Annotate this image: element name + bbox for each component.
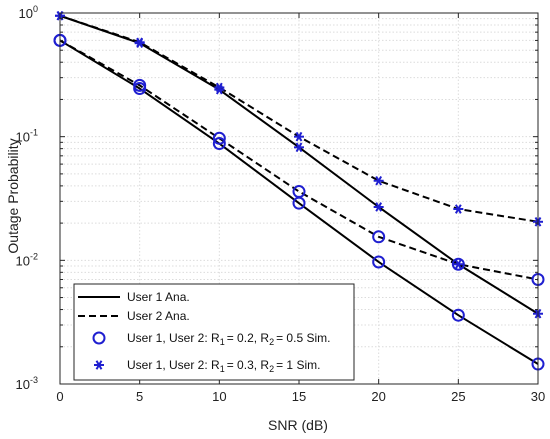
sim-asterisk-marker	[373, 175, 384, 186]
legend-circle-label: User 1, User 2: R1 = 0.2, R2 = 0.5 Sim.	[127, 331, 330, 347]
curve-user2-r1-0.2	[59, 39, 539, 281]
legend-solid-label: User 1 Ana.	[127, 290, 190, 304]
curve-user1-r1-0.2	[59, 39, 539, 365]
sim-asterisk-marker	[294, 131, 304, 142]
legend-box	[73, 283, 355, 381]
sim-asterisk-marker	[134, 37, 145, 48]
y-tick-label: 10-1	[16, 128, 38, 145]
sim-asterisk-marker	[453, 204, 464, 214]
x-tick-label: 0	[56, 389, 63, 404]
sim-circle-marker	[212, 131, 226, 145]
y-tick-label: 100	[19, 4, 38, 21]
sim-circle-marker	[372, 255, 386, 269]
sim-circle-marker	[212, 137, 226, 151]
legend-asterisk-label: User 1, User 2: R1 = 0.3, R2 = 1 Sim.	[127, 358, 320, 374]
sim-asterisk-marker	[294, 142, 304, 153]
sim-circle-marker	[133, 78, 147, 92]
sim-circle-marker	[292, 185, 306, 199]
y-axis-label: Outage Probability	[5, 138, 21, 253]
x-tick-label: 25	[451, 389, 465, 404]
legend-dashed-label: User 2 Ana.	[127, 309, 190, 323]
legend-asterisk-marker	[94, 360, 104, 370]
x-tick-label: 10	[212, 389, 226, 404]
x-tick-label: 5	[136, 389, 143, 404]
x-tick-label: 15	[292, 389, 306, 404]
sim-asterisk-marker	[373, 202, 384, 212]
sim-asterisk-marker	[453, 259, 464, 270]
legend-circle-marker	[92, 331, 106, 345]
y-tick-label: 10-2	[16, 251, 38, 268]
sim-asterisk-marker	[214, 82, 225, 93]
x-tick-label: 30	[531, 389, 545, 404]
sim-circle-marker	[372, 230, 386, 244]
y-tick-label: 10-3	[16, 375, 38, 392]
legend: User 1 Ana. User 2 Ana. User 1, User 2: …	[73, 283, 355, 381]
sim-circle-marker	[451, 308, 465, 322]
x-axis-label: SNR (dB)	[268, 417, 328, 433]
axis-ticks: 0 5 10 15 20 25 30 100 10-1 10-2 10-3	[16, 4, 546, 404]
sim-circle-marker	[451, 257, 465, 271]
x-tick-label: 20	[371, 389, 385, 404]
